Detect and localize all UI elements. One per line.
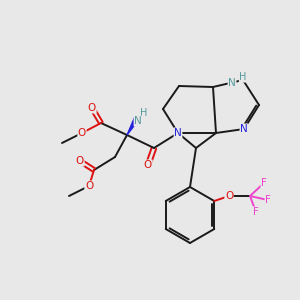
Text: H: H bbox=[140, 108, 148, 118]
Text: O: O bbox=[144, 160, 152, 170]
Text: O: O bbox=[78, 128, 86, 138]
Text: O: O bbox=[88, 103, 96, 113]
Text: F: F bbox=[265, 195, 271, 205]
Text: N: N bbox=[174, 128, 182, 138]
Text: N: N bbox=[228, 78, 236, 88]
Text: O: O bbox=[225, 191, 233, 201]
Text: F: F bbox=[253, 207, 259, 217]
Text: O: O bbox=[85, 181, 93, 191]
Text: N: N bbox=[134, 116, 142, 126]
Polygon shape bbox=[127, 117, 139, 135]
Text: H: H bbox=[239, 72, 247, 82]
Text: O: O bbox=[76, 156, 84, 166]
Text: F: F bbox=[261, 178, 267, 188]
Text: N: N bbox=[240, 124, 248, 134]
